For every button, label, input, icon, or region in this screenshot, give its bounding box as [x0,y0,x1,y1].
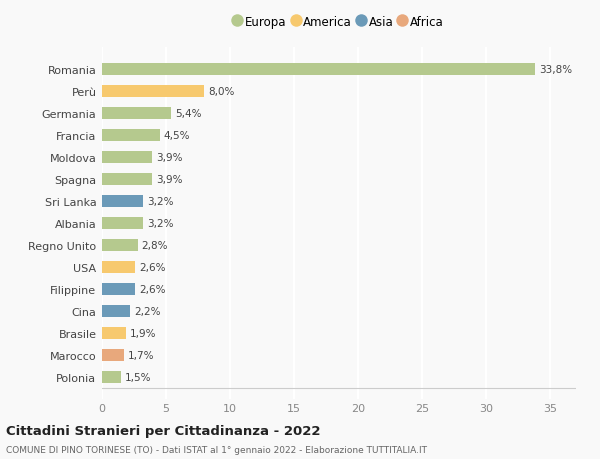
Text: 2,8%: 2,8% [142,241,168,251]
Text: 4,5%: 4,5% [163,131,190,141]
Bar [102,306,130,318]
Bar [102,284,136,296]
Legend: Europa, America, Asia, Africa: Europa, America, Asia, Africa [231,12,447,32]
Bar [102,196,143,208]
Text: COMUNE DI PINO TORINESE (TO) - Dati ISTAT al 1° gennaio 2022 - Elaborazione TUTT: COMUNE DI PINO TORINESE (TO) - Dati ISTA… [6,445,427,454]
Bar [102,349,124,361]
Bar [102,371,121,383]
Bar [102,174,152,186]
Text: 1,7%: 1,7% [128,350,154,360]
Text: 2,2%: 2,2% [134,307,161,317]
Text: 1,9%: 1,9% [130,329,157,338]
Text: 2,6%: 2,6% [139,263,166,273]
Bar [102,218,143,230]
Text: 3,9%: 3,9% [156,153,182,163]
Text: 8,0%: 8,0% [208,87,235,97]
Bar [102,240,138,252]
Text: 2,6%: 2,6% [139,285,166,295]
Text: 3,2%: 3,2% [147,197,173,207]
Text: Cittadini Stranieri per Cittadinanza - 2022: Cittadini Stranieri per Cittadinanza - 2… [6,424,320,437]
Bar [102,86,205,98]
Bar [102,130,160,142]
Bar [102,108,171,120]
Text: 3,9%: 3,9% [156,175,182,185]
Text: 5,4%: 5,4% [175,109,202,119]
Bar [102,262,136,274]
Bar [102,152,152,164]
Text: 33,8%: 33,8% [539,65,572,75]
Text: 1,5%: 1,5% [125,372,152,382]
Text: 3,2%: 3,2% [147,219,173,229]
Bar [102,327,127,340]
Bar [102,64,535,76]
